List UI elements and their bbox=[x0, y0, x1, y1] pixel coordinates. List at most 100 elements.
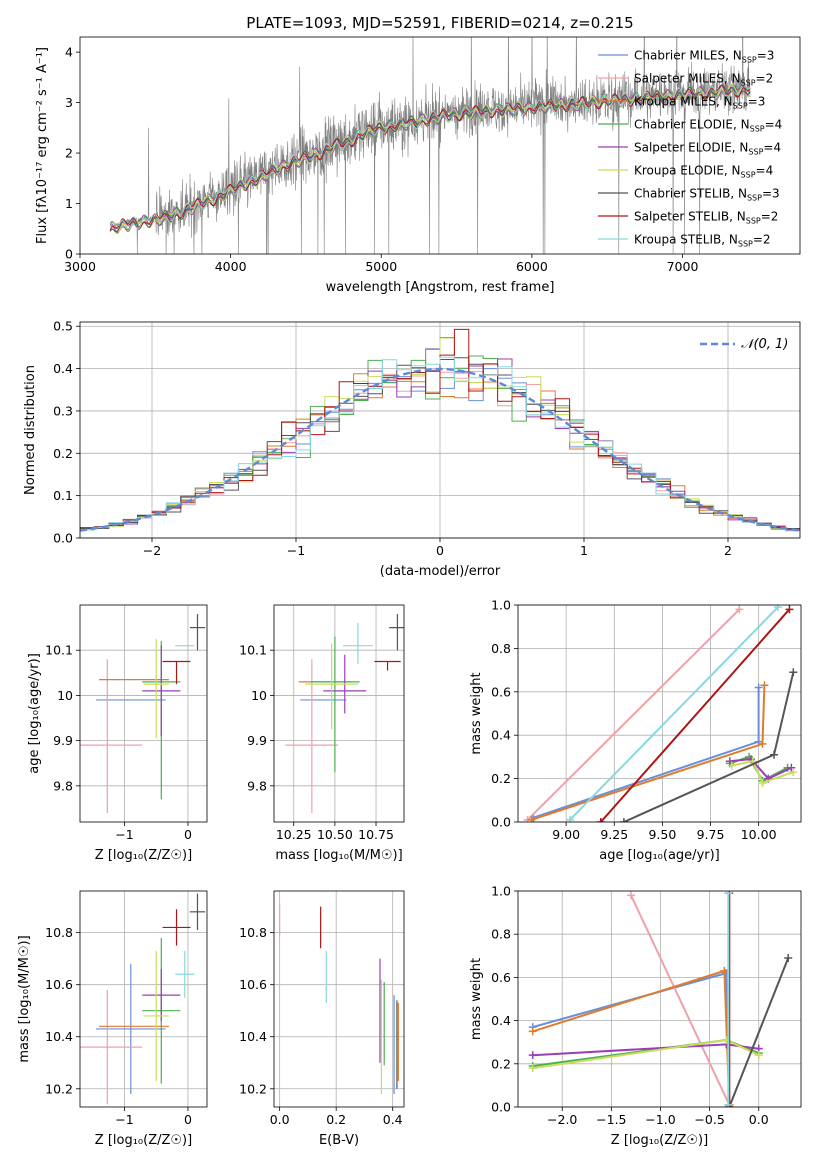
data-point bbox=[142, 645, 181, 737]
weight-marker bbox=[754, 1051, 763, 1060]
figure-title: PLATE=1093, MJD=52591, FIBERID=0214, z=0… bbox=[246, 14, 633, 32]
weight-line bbox=[623, 672, 795, 822]
residuals-panel: −2 −1 0 1 2 0.0 0.1 0.2 0.3 0.4 0.5 (data-model)/er… bbox=[23, 319, 801, 579]
y-axis-label: mass weight bbox=[469, 958, 484, 1040]
x-tick-label: 0 bbox=[436, 543, 444, 558]
legend-label: Chabrier STELIB, NSSP=3 bbox=[634, 187, 780, 203]
x-tick-label: 0 bbox=[184, 1112, 192, 1127]
legend-label: Salpeter ELODIE, NSSP=4 bbox=[634, 141, 781, 157]
axes: 9.00 9.25 9.50 9.75 10.00 0.0 0.2 0.4 0.6 0.8 1.0 a… bbox=[469, 598, 802, 863]
weight-marker bbox=[735, 605, 744, 614]
weight-marker bbox=[784, 953, 793, 962]
data-point bbox=[285, 659, 339, 813]
y-tick-label: 10.4 bbox=[239, 1029, 267, 1044]
data-point bbox=[162, 660, 191, 685]
weight-vs-age-panel: 9.00 9.25 9.50 9.75 10.00 0.0 0.2 0.4 0.6 0.8 1.0 a… bbox=[469, 598, 802, 863]
weight-line bbox=[729, 758, 792, 780]
x-axis-label: Z [log₁₀(Z/Z☉)] bbox=[611, 1133, 708, 1148]
weight-marker bbox=[619, 818, 628, 822]
legend-label: Chabrier MILES, NSSP=3 bbox=[634, 49, 774, 65]
plot-area bbox=[285, 614, 404, 813]
plot-area bbox=[279, 904, 399, 1094]
weight-marker bbox=[727, 761, 736, 770]
residual-histogram bbox=[80, 328, 800, 530]
y-tick-label: 0.2 bbox=[491, 771, 511, 786]
grid bbox=[274, 891, 404, 1107]
model-spectrum bbox=[109, 84, 751, 231]
weight-series bbox=[596, 605, 794, 822]
data-point bbox=[343, 623, 373, 664]
weight-marker bbox=[527, 815, 536, 822]
weight-line bbox=[630, 894, 731, 1106]
x-tick-label: 9.50 bbox=[648, 827, 676, 842]
y-tick-label: 0.5 bbox=[53, 319, 73, 334]
axes-frame bbox=[517, 604, 802, 823]
weight-line bbox=[600, 608, 791, 822]
axes-frame bbox=[79, 890, 208, 1108]
y-axis-label: age [log₁₀(age/yr)] bbox=[27, 653, 42, 774]
weight-vs-metallicity-panel: −2.0 −1.5 −1.0 −0.5 0.0 0.0 0.2 0.4 0.6 0.8 1.0 Z [… bbox=[469, 884, 802, 1148]
plot-area bbox=[80, 328, 800, 532]
y-tick-label: 9.9 bbox=[53, 733, 73, 748]
x-tick-label: 0 bbox=[184, 827, 192, 842]
weight-series bbox=[565, 605, 782, 822]
axes: −1 0 10.2 10.4 10.6 10.8 Z [log₁₀(Z/Z☉)] mass [… bbox=[17, 890, 208, 1148]
legend-label: Kroupa MILES, NSSP=3 bbox=[634, 95, 765, 111]
y-tick-label: 0.0 bbox=[491, 815, 511, 830]
weight-series bbox=[527, 681, 769, 822]
data-point bbox=[374, 660, 401, 671]
weight-line bbox=[526, 608, 741, 821]
y-tick-label: 9.8 bbox=[53, 778, 73, 793]
legend-label: Kroupa STELIB, NSSP=2 bbox=[634, 233, 771, 249]
weight-series bbox=[627, 891, 734, 1107]
weight-marker bbox=[758, 778, 767, 787]
weight-marker bbox=[720, 966, 729, 975]
mass-vs-extinction-panel: 0.0 0.2 0.4 10.2 10.4 10.6 10.8 E(B-V) bbox=[239, 890, 405, 1148]
y-tick-label: 0.8 bbox=[491, 927, 511, 942]
x-axis-label: E(B-V) bbox=[319, 1133, 359, 1148]
x-axis-label: (data-model)/error bbox=[380, 564, 501, 579]
x-tick-label: −2 bbox=[143, 543, 161, 558]
y-tick-label: 10 bbox=[251, 688, 267, 703]
x-tick-label: −1.0 bbox=[645, 1112, 675, 1127]
weight-marker bbox=[725, 757, 734, 766]
y-tick-label: 4 bbox=[65, 45, 73, 60]
data-point bbox=[310, 636, 360, 773]
data-point bbox=[189, 614, 206, 651]
x-tick-label: 10.25 bbox=[276, 827, 312, 842]
x-tick-label: 10.00 bbox=[741, 827, 777, 842]
normal-curve bbox=[80, 367, 800, 532]
axes: 0.0 0.2 0.4 10.2 10.4 10.6 10.8 E(B-V) bbox=[239, 890, 405, 1148]
x-tick-label: −1.5 bbox=[596, 1112, 626, 1127]
x-tick-label: 10.75 bbox=[358, 827, 394, 842]
y-tick-label: 0.4 bbox=[53, 361, 73, 376]
x-tick-label: 9.25 bbox=[600, 827, 628, 842]
data-point bbox=[389, 614, 404, 651]
axes-frame bbox=[79, 604, 208, 823]
x-axis-label: mass [log₁₀(M/M☉)] bbox=[275, 848, 402, 863]
legend-label: 𝒩(0, 1) bbox=[741, 337, 788, 352]
weight-marker bbox=[760, 681, 769, 690]
weight-marker bbox=[627, 891, 636, 900]
y-tick-label: 3 bbox=[65, 95, 73, 110]
grid bbox=[80, 891, 207, 1107]
y-tick-label: 1.0 bbox=[491, 884, 511, 899]
x-axis-label: Z [log₁₀(Z/Z☉)] bbox=[95, 848, 192, 863]
x-tick-label: 1 bbox=[580, 543, 588, 558]
weight-line bbox=[569, 606, 779, 821]
data-point bbox=[95, 963, 166, 1094]
y-tick-label: 10.8 bbox=[45, 925, 73, 940]
x-tick-label: 6000 bbox=[516, 259, 548, 274]
spectrum-legend: Chabrier MILES, NSSP=3 Salpeter MILES, NS… bbox=[598, 49, 782, 249]
y-tick-label: 10.6 bbox=[239, 977, 267, 992]
y-tick-label: 0.4 bbox=[491, 1013, 511, 1028]
legend-label: Salpeter STELIB, NSSP=2 bbox=[634, 210, 778, 226]
y-tick-label: 0.2 bbox=[53, 446, 73, 461]
weight-marker bbox=[773, 605, 782, 612]
data-point bbox=[143, 638, 169, 739]
x-tick-label: 0.4 bbox=[383, 1112, 403, 1127]
plot-area bbox=[109, 37, 751, 254]
y-axis-label: mass [log₁₀(M/M☉)] bbox=[17, 935, 32, 1062]
y-tick-label: 0.0 bbox=[53, 531, 73, 546]
